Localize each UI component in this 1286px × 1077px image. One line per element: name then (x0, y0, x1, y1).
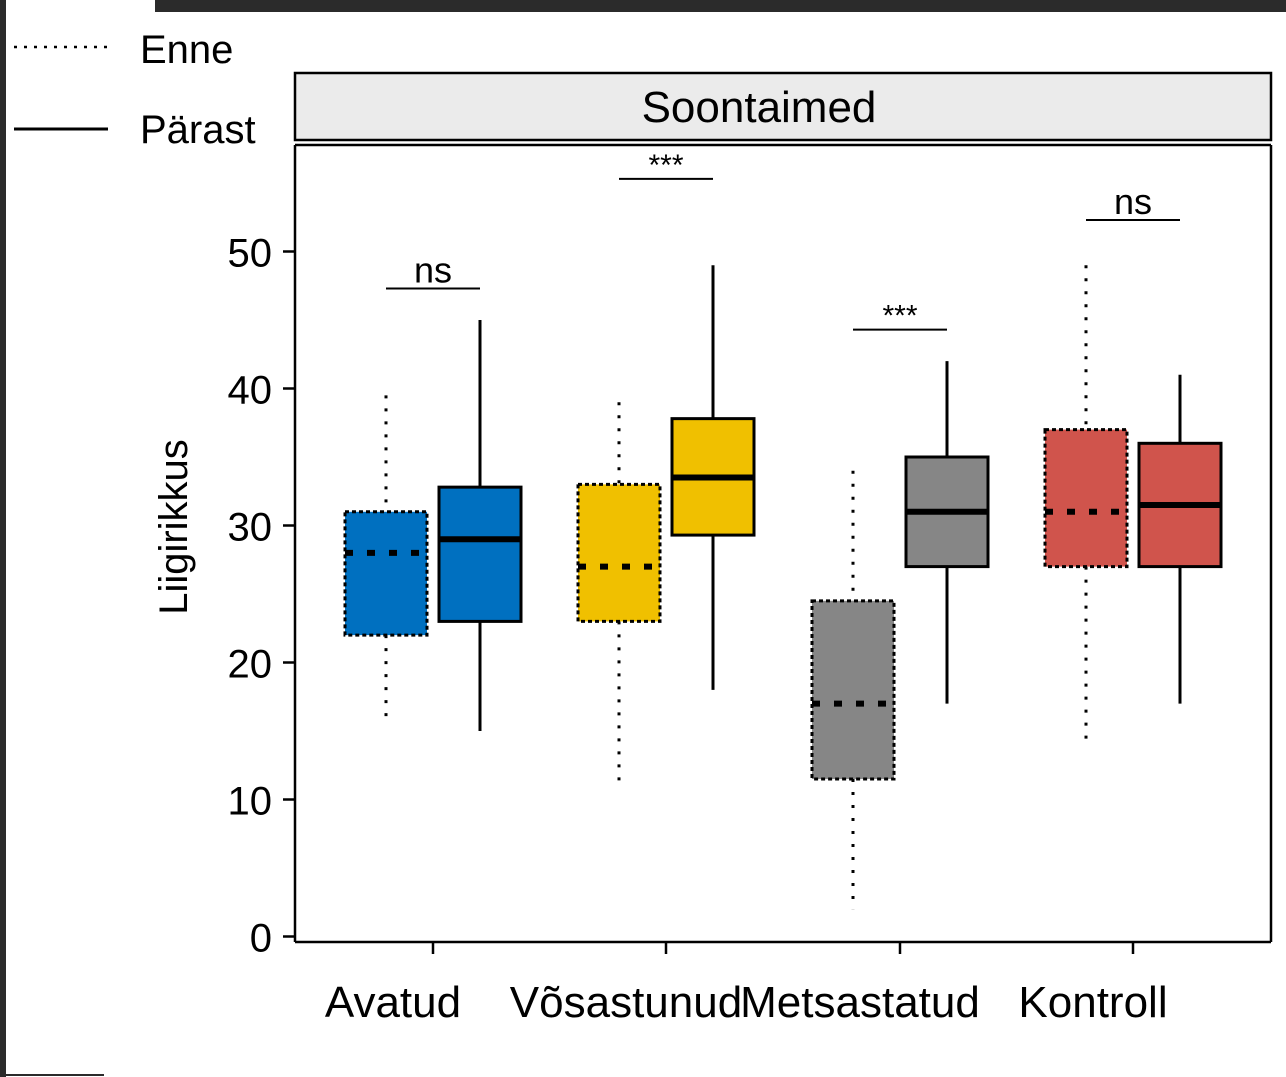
box-parast-1-body (437, 485, 523, 623)
boxes (343, 265, 1223, 910)
facet-strip: Soontaimed (293, 71, 1273, 142)
y-tick-label: 20 (228, 643, 273, 687)
y-axis-ticks: 0 10 20 30 40 50 (228, 232, 295, 961)
significance-label: *** (648, 149, 683, 182)
y-tick-label: 50 (228, 232, 273, 276)
x-tick-label: Avatud (325, 978, 461, 1027)
y-tick-label: 30 (228, 506, 273, 550)
facet-title: Soontaimed (642, 83, 877, 132)
y-tick-label: 0 (250, 917, 272, 961)
y-tick-label: 40 (228, 369, 273, 413)
legend: Enne Pärast (14, 28, 256, 152)
significance-label: ns (414, 249, 452, 290)
y-tick-label: 10 (228, 780, 273, 824)
top-frame-bar (0, 0, 1286, 12)
legend-label-enne: Enne (140, 28, 233, 72)
bottom-left-rule (0, 1074, 104, 1076)
significance-label: ns (1114, 181, 1152, 222)
box-enne-1-body (343, 510, 429, 637)
x-tick-label: Metsastatud (740, 978, 980, 1027)
facet-strip-box (293, 71, 1273, 142)
box-enne-3-body (810, 599, 896, 781)
box-enne-4-body (1043, 428, 1129, 569)
box-enne-2-body (576, 482, 662, 623)
y-axis-title: Liigirikkus (152, 439, 196, 615)
legend-label-parast: Pärast (140, 108, 256, 152)
x-tick-label: Võsastunud (510, 978, 742, 1027)
top-frame-notch (0, 0, 155, 12)
significance-label: *** (882, 300, 917, 333)
x-tick-label: Kontroll (1018, 978, 1167, 1027)
significance-annotations: ns *** *** ns (386, 149, 1180, 333)
left-frame-bar (0, 0, 6, 1077)
